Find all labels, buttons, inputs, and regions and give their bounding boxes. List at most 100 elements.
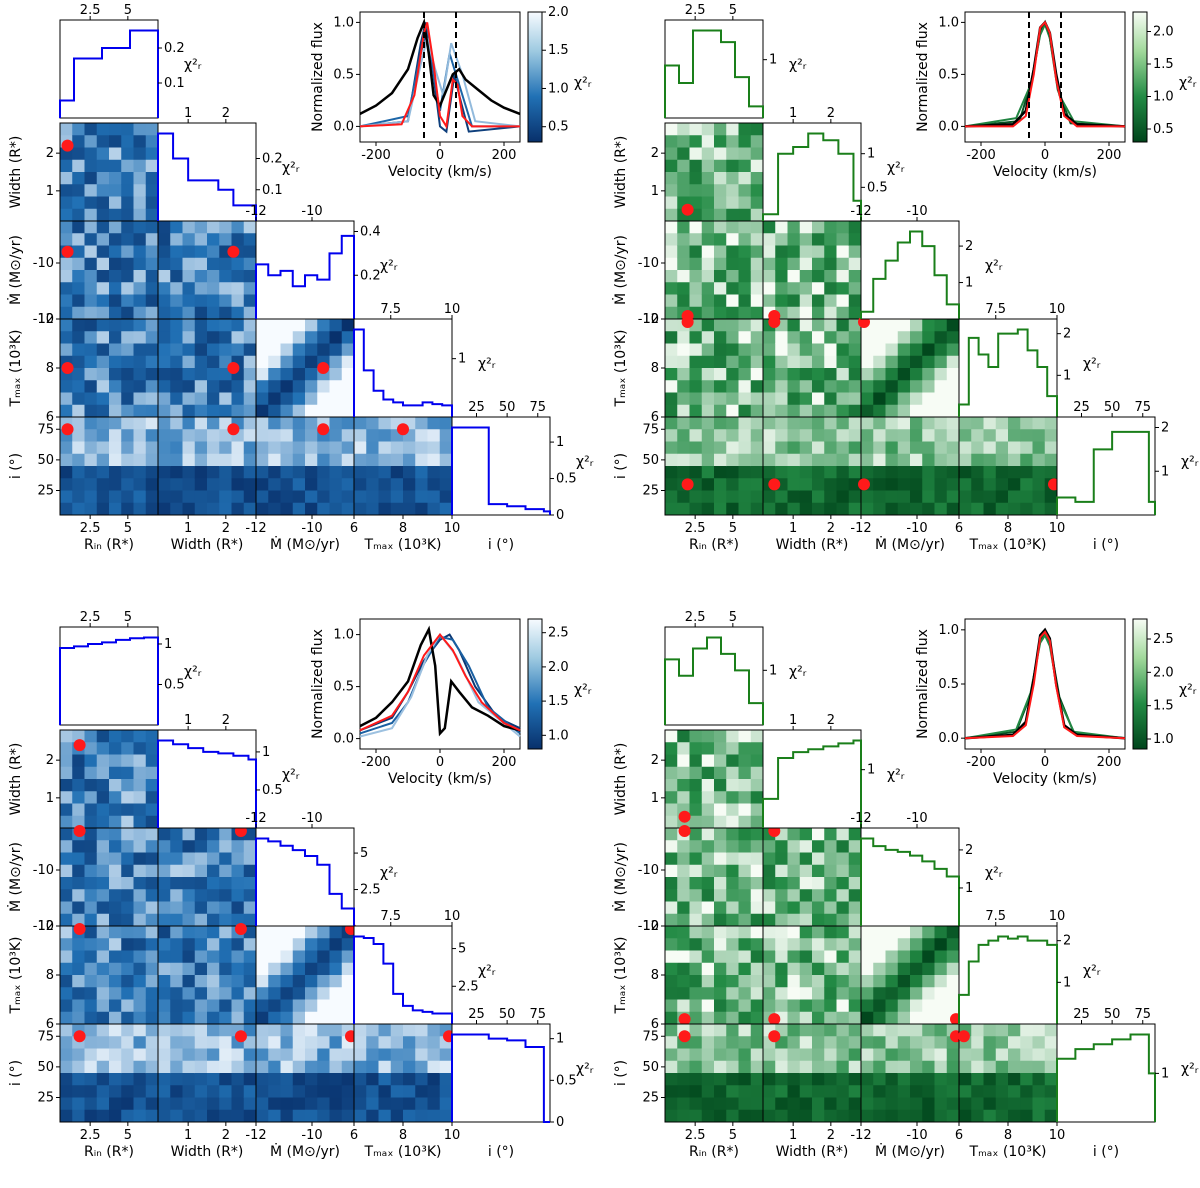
- heatmap-pixel: [665, 404, 678, 418]
- heatmap-pixel: [72, 368, 85, 381]
- heatmap-pixel: [182, 355, 196, 369]
- heatmap-pixel: [133, 294, 147, 308]
- heatmap-pixel: [848, 926, 862, 939]
- heatmap-pixel: [207, 343, 220, 357]
- heatmap-pixel: [861, 429, 874, 442]
- heatmap-pixel: [701, 257, 715, 271]
- hist-chi-label: χ²ᵣ: [478, 356, 496, 372]
- heatmap-pixel: [934, 1109, 948, 1123]
- heatmap-pixel: [726, 196, 739, 210]
- heatmap-pixel: [145, 123, 159, 136]
- heatmap-pixel: [750, 282, 764, 295]
- heatmap-pixel: [689, 1048, 703, 1062]
- heatmap-pixel: [1032, 1085, 1046, 1098]
- heatmap-pixel: [824, 926, 837, 939]
- heatmap-pixel: [378, 453, 392, 467]
- heatmap-pixel: [738, 453, 752, 467]
- heatmap-pixel: [812, 840, 825, 853]
- heatmap-pixel: [145, 404, 159, 418]
- heatmap-pixel: [885, 962, 899, 976]
- heatmap-pixel: [873, 368, 886, 381]
- y-tick-label: 2: [651, 753, 659, 768]
- heatmap-pixel: [799, 355, 813, 369]
- heatmap-pixel: [231, 1073, 245, 1086]
- heatmap-pixel: [689, 1097, 703, 1111]
- heatmap-pixel: [403, 1036, 416, 1049]
- heatmap-pixel: [897, 950, 911, 964]
- heatmap-pixel: [1020, 466, 1033, 479]
- heatmap-pixel: [256, 1048, 269, 1062]
- heatmap-pixel: [84, 938, 98, 951]
- heatmap-pixel: [268, 1109, 281, 1123]
- hist-y-tick-label: 0.2: [360, 268, 381, 283]
- heatmap-pixel: [292, 466, 306, 479]
- heatmap-pixel: [158, 1011, 171, 1025]
- hist-y-tick-label: 1: [1161, 464, 1169, 479]
- heatmap-pixel: [182, 852, 196, 866]
- heatmap-pixel: [885, 1024, 899, 1037]
- heatmap-pixel: [231, 1085, 245, 1098]
- heatmap-pixel: [701, 828, 715, 841]
- heatmap-pixel: [897, 1060, 911, 1074]
- heatmap-pixel: [787, 962, 801, 976]
- heatmap-pixel: [84, 257, 98, 271]
- heatmap-pixel: [72, 270, 85, 283]
- y-tick-label: 8: [651, 968, 659, 983]
- heatmap-pixel: [726, 938, 739, 951]
- heatmap-pixel: [689, 490, 703, 504]
- y-tick-label: 6: [651, 410, 659, 425]
- histogram-frame: [353, 318, 453, 418]
- heatmap-pixel: [848, 429, 862, 442]
- heatmap-pixel: [775, 840, 788, 853]
- heatmap-pixel: [133, 441, 147, 455]
- heatmap-pixel: [268, 417, 281, 430]
- hist-y-tick-label: 2: [1063, 934, 1071, 949]
- heatmap-pixel: [390, 466, 404, 479]
- heatmap-pixel: [738, 343, 752, 357]
- heatmap-pixel: [738, 766, 752, 780]
- heatmap-pixel: [194, 355, 208, 369]
- heatmap-pixel: [231, 1060, 245, 1074]
- hist-y-tick-label: 0: [556, 1115, 564, 1130]
- heatmap-pixel: [873, 938, 886, 951]
- heatmap-pixel: [219, 478, 232, 491]
- heatmap-pixel: [256, 404, 269, 418]
- heatmap-pixel: [207, 294, 220, 308]
- heatmap-pixel: [403, 1024, 416, 1037]
- heatmap-pixel: [292, 987, 306, 1000]
- heatmap-pixel: [96, 840, 110, 853]
- spectrum-y-tick-label: 0.5: [333, 67, 354, 82]
- heatmap-pixel: [738, 840, 752, 853]
- heatmap-pixel: [836, 962, 850, 976]
- heatmap-pixel: [726, 184, 739, 197]
- heatmap-pixel: [910, 466, 923, 479]
- heatmap-pixel: [824, 950, 837, 964]
- heatmap-pixel: [194, 1060, 208, 1074]
- heatmap-pixel: [133, 779, 147, 792]
- heatmap-pixel: [72, 282, 85, 295]
- heatmap-pixel: [317, 392, 330, 406]
- heatmap-pixel: [946, 368, 960, 381]
- heatmap-pixel: [787, 478, 801, 491]
- heatmap-pixel: [677, 429, 690, 442]
- hist-top-tick-label: 75: [1134, 400, 1151, 415]
- hist-y-tick-label: 2: [1161, 421, 1169, 436]
- heatmap-pixel: [60, 889, 73, 902]
- heatmap-pixel: [812, 294, 825, 308]
- heatmap-pixel: [341, 355, 355, 369]
- heatmap-pixel: [158, 502, 171, 516]
- heatmap-pixel: [378, 1109, 392, 1123]
- spectrum-y-label: Normalized flux: [915, 22, 931, 132]
- heatmap-cell-mdot-vs-rin: -12-10Ṁ (M⊙/yr): [611, 220, 764, 327]
- heatmap-pixel: [427, 1085, 441, 1098]
- heatmap-pixel: [207, 950, 220, 964]
- heatmap-pixel: [738, 1011, 752, 1025]
- heatmap-pixel: [971, 1097, 984, 1111]
- heatmap-pixel: [121, 184, 134, 197]
- heatmap-pixel: [836, 926, 850, 939]
- heatmap-pixel: [207, 502, 220, 516]
- y-tick-label: 50: [642, 1060, 659, 1075]
- heatmap-pixel: [701, 502, 715, 516]
